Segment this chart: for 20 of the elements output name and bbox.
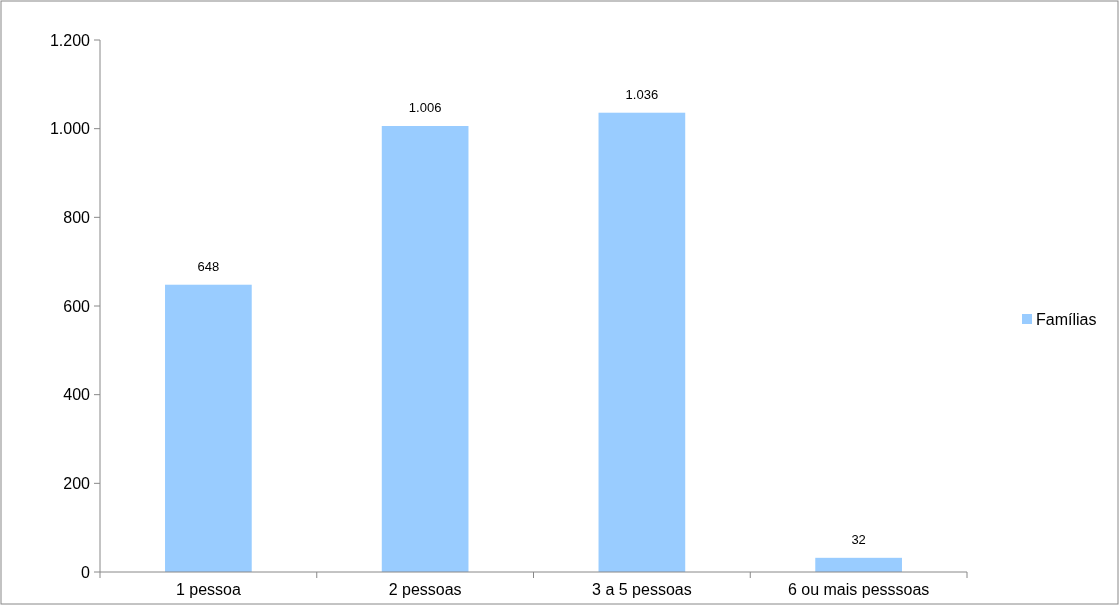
y-tick-label: 0 — [81, 563, 91, 581]
y-tick-label: 400 — [63, 386, 91, 404]
x-tick-label: 6 ou mais pesssoas — [787, 581, 930, 598]
y-tick-label: 200 — [63, 474, 91, 492]
x-tick-label: 1 pessoa — [175, 581, 241, 598]
y-tick-label: 600 — [63, 297, 91, 315]
data-label: 648 — [197, 258, 220, 274]
x-tick-label: 2 pessoas — [388, 581, 462, 598]
x-tick-label: 3 a 5 pessoas — [592, 581, 692, 598]
data-label: 1.036 — [625, 86, 659, 102]
y-tick-label: 1.000 — [49, 120, 91, 138]
bar — [165, 284, 252, 572]
bar — [381, 126, 469, 572]
legend-label: Famílias — [1036, 310, 1097, 328]
y-tick-label: 1.200 — [49, 31, 91, 49]
data-label: 1.006 — [408, 100, 442, 116]
y-tick-label: 800 — [63, 208, 91, 226]
bar — [815, 557, 902, 572]
bar — [598, 112, 686, 572]
data-label: 32 — [851, 531, 866, 547]
